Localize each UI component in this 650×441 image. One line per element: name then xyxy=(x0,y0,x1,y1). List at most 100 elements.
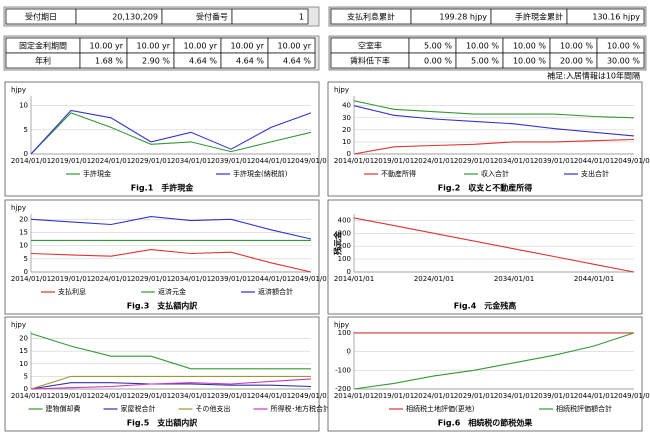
x-tick-label: 2024/01/01 xyxy=(91,392,131,400)
x-tick-label: 2039/01/01 xyxy=(211,157,251,165)
legend-label: 返済額合計 xyxy=(258,287,293,296)
y-tick-label: 0 xyxy=(347,150,351,158)
cell-text: 賃料低下率 xyxy=(350,56,390,66)
x-tick-label: 2049/01/01 xyxy=(291,157,331,165)
x-tick-label: 2049/01/01 xyxy=(614,392,650,400)
cell-text: 固定金利期間 xyxy=(19,41,67,51)
y-tick-label: 20 xyxy=(19,335,28,343)
y-tick-label: 100 xyxy=(338,329,351,337)
cell-text: 4.64 % xyxy=(189,57,217,66)
legend-label: 建物償却費 xyxy=(46,404,81,413)
cell-text: 5.00 % xyxy=(471,57,499,66)
cell-text: 空室率 xyxy=(358,41,382,51)
chart-title: Fig.5 支出額内訳 xyxy=(127,418,199,428)
x-tick-label: 2039/01/01 xyxy=(534,392,574,400)
chart-title: Fig.6 相続税の節税効果 xyxy=(438,418,533,428)
y-tick-label: 15 xyxy=(19,228,28,236)
table-cell xyxy=(267,52,316,69)
x-tick-label: 2024/01/01 xyxy=(414,392,454,400)
x-tick-label: 2024/01/01 xyxy=(414,157,454,165)
cell-text: 1.68 % xyxy=(95,57,123,66)
x-tick-label: 2039/01/01 xyxy=(534,157,574,165)
series-line xyxy=(353,138,635,155)
y-axis-label: hjpy xyxy=(334,86,349,94)
cell-text: 10.00 yr xyxy=(231,42,265,51)
legend-label: 所得税･地方税合計 xyxy=(271,404,331,413)
chart-panel xyxy=(4,199,320,315)
x-tick-label: 2034/01/01 xyxy=(171,392,211,400)
chart-panel xyxy=(327,199,643,315)
cell-text: 手許現金累計 xyxy=(515,12,563,22)
series-line xyxy=(30,249,312,273)
x-tick-label: 2049/01/01 xyxy=(291,275,331,283)
y-tick-label: 0 xyxy=(347,268,351,276)
x-tick-label: 2044/01/01 xyxy=(574,275,614,283)
legend-label: 返済元金 xyxy=(158,287,186,296)
y-tick-label: 10 xyxy=(19,360,28,368)
table-cell xyxy=(566,8,645,25)
legend-label: 手許現金(納税前) xyxy=(233,169,288,178)
y-tick-label: -200 xyxy=(335,385,351,393)
cell-text: 20.00 % xyxy=(560,57,593,66)
x-tick-label: 2044/01/01 xyxy=(574,392,614,400)
chart-panel xyxy=(327,316,643,432)
series-line xyxy=(353,105,635,137)
series-line xyxy=(30,216,312,240)
x-tick-label: 2044/01/01 xyxy=(251,392,291,400)
legend-label: 手許現金 xyxy=(83,169,111,178)
legend-label: 収入合計 xyxy=(481,169,509,178)
cell-text: 10.00 yr xyxy=(278,42,312,51)
cell-text: 20,130,209 xyxy=(112,13,158,22)
series-line xyxy=(353,332,635,390)
x-tick-label: 2019/01/01 xyxy=(374,157,414,165)
y-tick-label: -100 xyxy=(335,366,351,374)
y-tick-label: 0 xyxy=(24,385,28,393)
series-line xyxy=(30,109,312,155)
legend-label: 支払利息 xyxy=(58,287,86,296)
y-tick-label: 20 xyxy=(342,126,351,134)
cell-text: 2.90 % xyxy=(142,57,170,66)
y-axis-label: hjpy xyxy=(11,321,26,329)
y-tick-label: 0 xyxy=(24,268,28,276)
y-tick-label: 5 xyxy=(24,372,28,380)
legend-label: その他支出 xyxy=(196,404,231,413)
chart-title: Fig.3 支払額内訳 xyxy=(127,301,199,311)
x-tick-label: 2049/01/01 xyxy=(291,392,331,400)
legend-label: 家屋税合計 xyxy=(121,404,156,413)
y-tick-label: 5 xyxy=(24,255,28,263)
cell-text: 受付期日 xyxy=(25,12,57,22)
cell-text: 年利 xyxy=(35,56,51,66)
series-line xyxy=(30,332,311,370)
x-tick-label: 2034/01/01 xyxy=(494,157,534,165)
cell-text: 10.00 yr xyxy=(137,42,171,51)
y-tick-label: 10 xyxy=(19,242,28,250)
cell-text: 5.00 % xyxy=(424,42,452,51)
y-axis-label: 残元金 xyxy=(333,230,343,255)
chart-title: Fig.4 元金残高 xyxy=(454,301,517,311)
x-tick-label: 2039/01/01 xyxy=(211,275,251,283)
x-tick-label: 2029/01/01 xyxy=(131,392,171,400)
cell-text: 10.00 % xyxy=(607,42,640,51)
x-tick-label: 2019/01/01 xyxy=(374,392,414,400)
x-tick-label: 2029/01/01 xyxy=(131,157,171,165)
cell-text: 支払利息累計 xyxy=(347,12,395,22)
legend-label: 不動産所得 xyxy=(381,169,416,178)
x-tick-label: 2034/01/01 xyxy=(171,275,211,283)
x-tick-label: 2024/01/01 xyxy=(414,275,454,283)
cell-text: 10.00 yr xyxy=(184,42,218,51)
x-tick-label: 2014/01/01 xyxy=(11,275,51,283)
x-tick-label: 2049/01/01 xyxy=(614,157,650,165)
y-tick-label: 300 xyxy=(338,229,351,237)
x-tick-label: 2034/01/01 xyxy=(171,157,211,165)
legend-label: 相続税土地評価(更地) xyxy=(406,404,475,413)
cell-text: 4.64 % xyxy=(283,57,311,66)
x-tick-label: 2019/01/01 xyxy=(51,392,91,400)
chart-panel xyxy=(4,316,320,432)
y-tick-label: 15 xyxy=(19,347,28,355)
legend-label: 支出合計 xyxy=(581,169,609,178)
y-axis-label: hjpy xyxy=(11,204,26,212)
series-line xyxy=(353,217,635,273)
x-tick-label: 2019/01/01 xyxy=(51,157,91,165)
cell-text: 1 xyxy=(299,13,304,22)
